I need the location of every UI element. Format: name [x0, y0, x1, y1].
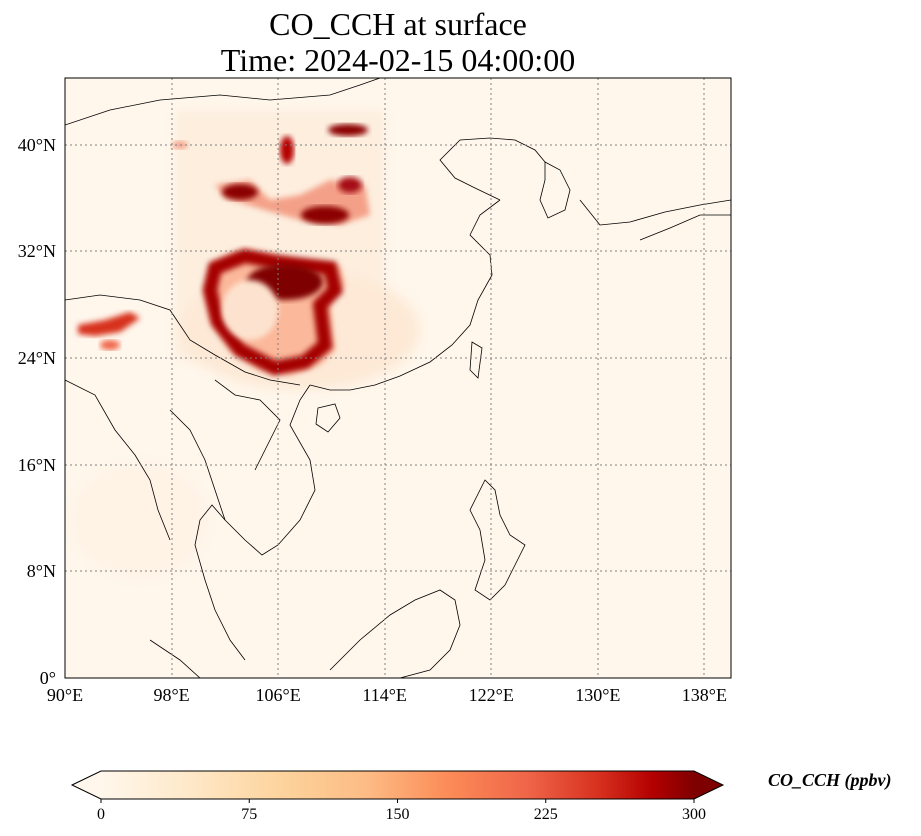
- colorbar: [70, 770, 725, 803]
- colorbar-tick-label: 150: [385, 806, 410, 823]
- colorbar-tick-label: 75: [241, 806, 258, 823]
- colorbar-tick-label: 300: [682, 806, 706, 823]
- lat-tick-label: 24°N: [17, 348, 56, 368]
- lon-tick-label: 114°E: [362, 685, 407, 705]
- lon-tick-label: 90°E: [46, 685, 84, 705]
- sumatra-edge: [149, 639, 201, 678]
- mongolia-border: [65, 78, 381, 126]
- philippines: [469, 479, 526, 601]
- map-time: Time: 2024-02-15 04:00:00: [220, 42, 576, 78]
- korea: [539, 161, 571, 219]
- lat-tick-label: 16°N: [17, 454, 56, 475]
- lat-tick-label: 32°N: [17, 241, 56, 262]
- lon-tick-label: 98°E: [153, 685, 190, 705]
- gridlines: [65, 78, 731, 678]
- myanmar-coast: [65, 379, 171, 541]
- colorbar-extend-high: [694, 771, 723, 799]
- lat-tick-label: 40°N: [17, 134, 56, 155]
- map-title: CO_CCH at surface: [269, 6, 527, 42]
- lat-tick-label: 0°: [39, 668, 56, 688]
- lon-tick-label: 122°E: [468, 685, 514, 705]
- indochina: [194, 384, 316, 661]
- taiwan: [469, 341, 483, 379]
- lat-tick-label: 8°N: [26, 561, 56, 582]
- japan: [579, 199, 731, 241]
- borneo: [329, 589, 461, 678]
- colorbar-tick-label: 0: [97, 806, 105, 823]
- colorbar-tick-label: 225: [533, 806, 558, 823]
- map-frame: [64, 77, 732, 679]
- laos-border: [214, 379, 281, 471]
- lon-tick-label: 138°E: [681, 685, 727, 705]
- colorbar-extend-low: [72, 771, 101, 799]
- hainan: [315, 403, 341, 433]
- china-coast: [309, 199, 501, 391]
- map-background: [65, 78, 731, 678]
- southwest-border: [65, 294, 301, 386]
- lon-tick-label: 106°E: [255, 685, 301, 705]
- colorbar-ramp: [101, 771, 694, 799]
- bohai-coast: [439, 137, 546, 201]
- thai-border: [169, 409, 226, 521]
- concentration-field: [70, 110, 420, 580]
- coastlines: [65, 78, 731, 678]
- lon-tick-label: 130°E: [575, 685, 621, 705]
- colorbar-label: CO_CCH (ppbv): [768, 770, 892, 790]
